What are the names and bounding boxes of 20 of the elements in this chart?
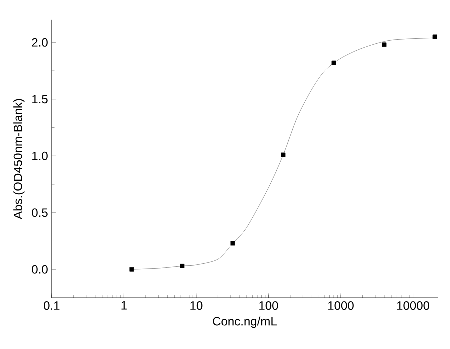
x-axis-title: Conc.ng/mL: [213, 316, 277, 328]
y-tick-label: 1.5: [32, 95, 48, 104]
y-tick-label: 1.0: [32, 152, 48, 160]
point: [230, 241, 236, 246]
y-tick-label: 2.0: [32, 38, 48, 47]
point: [281, 152, 286, 158]
x-tick-label: 1: [122, 302, 127, 310]
x-tick-label: 0.1: [44, 302, 60, 310]
point: [432, 34, 438, 40]
x-tick-label: 10000: [397, 302, 430, 310]
point: [382, 42, 387, 48]
point: [130, 267, 134, 272]
point: [332, 60, 336, 66]
x-tick-label: 10: [190, 302, 203, 310]
y-tick-label: 0.0: [32, 265, 48, 274]
x-tick-label: 1000: [328, 302, 354, 310]
y-axis-title: Abs.(OD450nm-Blank): [14, 99, 25, 220]
y-tick-label: 0.5: [32, 208, 48, 218]
x-tick-label: 100: [260, 302, 278, 310]
point: [180, 264, 185, 268]
